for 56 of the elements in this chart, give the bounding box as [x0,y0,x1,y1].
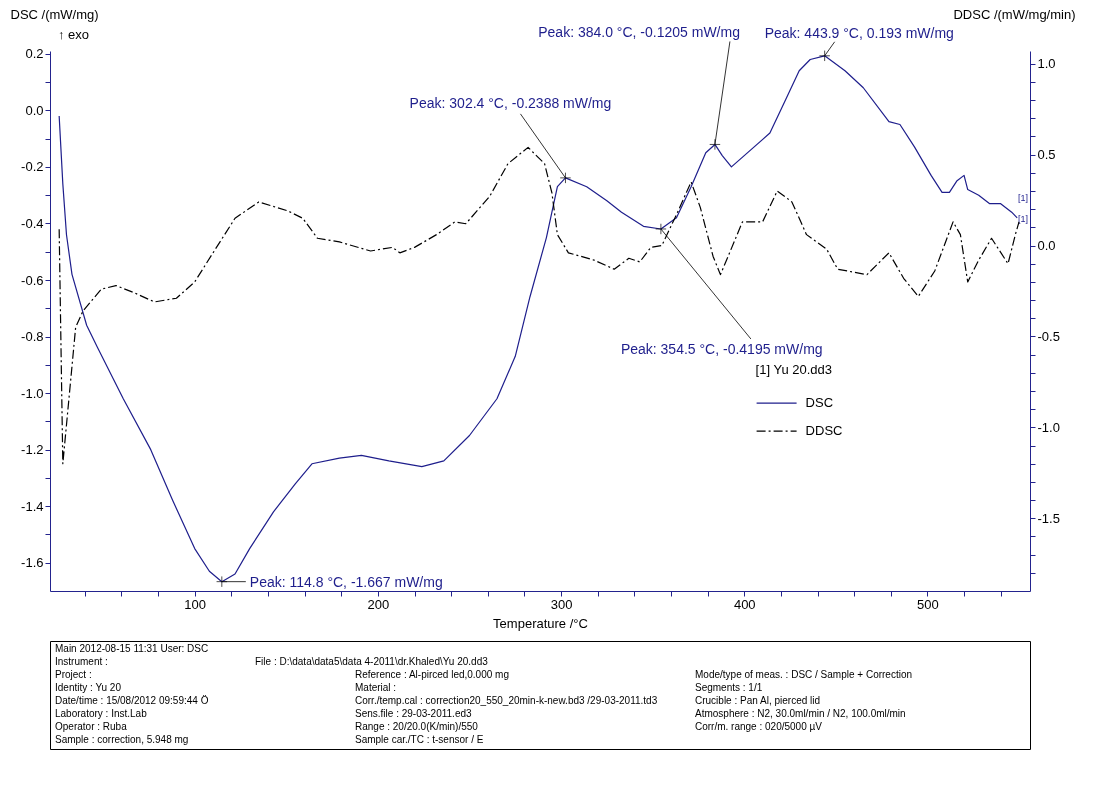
x-tick-label: 400 [733,596,756,612]
y-tick-label: -0.4 [21,215,44,231]
y-tick-label: -1.6 [21,555,44,571]
text: Sens.file : 29-03-2011.ed3 [355,708,472,719]
text: Corr./temp.cal : correction20_550_20min-k-new.bd3 /29-03-2011.td3 [355,695,658,706]
text: Corr/m. range : 020/5000 µV [695,721,823,732]
text: Segments : 1/1 [695,682,763,693]
text: Material : [355,682,397,693]
y-tick-label: -0.6 [21,272,44,288]
y2-tick-label: 0.5 [1037,147,1056,163]
y2-tick-label: -1.0 [1037,419,1060,435]
line-series [58,146,1020,465]
annotation: [1] [1018,214,1029,225]
text: Reference : Al-pirced led,0.000 mg [355,669,509,680]
text: Instrument : [55,656,108,667]
legend-label: DDSC [805,423,843,439]
y-tick-label: -0.2 [21,159,44,175]
text: Crucible : Pan Al, pierced lid [695,695,821,706]
legend-label: DSC [805,395,834,411]
y-tick-label: -0.8 [21,329,44,345]
y2-tick-label: -0.5 [1037,328,1060,344]
text: Sample car./TC : t-sensor / E [355,734,484,745]
y2-tick-label: 0.0 [1037,238,1056,254]
annotation: Peak: 114.8 °C, -1.667 mW/mg [249,573,443,590]
y-tick-label: -1.2 [21,442,44,458]
annotation: Peak: 443.9 °C, 0.193 mW/mg [764,24,954,41]
y2-tick-label: 1.0 [1037,56,1056,72]
text: File : D:\data\data5\data 4-2011\dr.Khaled\Yu 20.dd3 [255,656,489,667]
y-tick-label: -1.0 [21,385,44,401]
x-axis-title: Temperature /°C [493,615,588,631]
text: Identity : Yu 20 [55,682,122,693]
text: Range : 20/20.0(K/min)/550 [355,721,479,732]
x-tick-label: 300 [550,596,573,612]
annotation: Peak: 354.5 °C, -0.4195 mW/mg [620,340,823,357]
text: Main 2012-08-15 11:31 User: DSC [55,643,209,654]
x-tick-label: 200 [367,596,390,612]
text: Laboratory : Inst.Lab [55,708,148,719]
y-tick-label: 0.2 [25,46,44,62]
y-tick-label: 0.0 [25,102,44,118]
y-axis-title: DSC /(mW/mg) [10,6,99,22]
x-tick-label: 100 [184,596,207,612]
y-tick-label: -1.4 [21,498,44,514]
y2-axis-title: DDSC /(mW/mg/min) [953,6,1076,22]
y2-tick-label: -1.5 [1037,510,1060,526]
annotation: [1] [1018,192,1029,203]
text: Operator : Ruba [55,721,128,732]
text: Project : [55,669,92,680]
text: Date/time : 15/08/2012 09:59:44 Ö [55,695,209,706]
annotation: Peak: 302.4 °C, -0.2388 mW/mg [409,94,612,111]
x-tick-label: 500 [917,596,939,612]
text: Atmosphere : N2, 30.0ml/min / N2, 100.0ml/min [695,708,906,719]
text: Mode/type of meas. : DSC / Sample + Correction [695,669,913,680]
text: ↑ exo [58,27,90,42]
text: Sample : correction, 5.948 mg [55,734,189,745]
legend-title: [1] Yu 20.dd3 [755,362,832,378]
annotation: Peak: 384.0 °C, -0.1205 mW/mg [538,24,740,41]
